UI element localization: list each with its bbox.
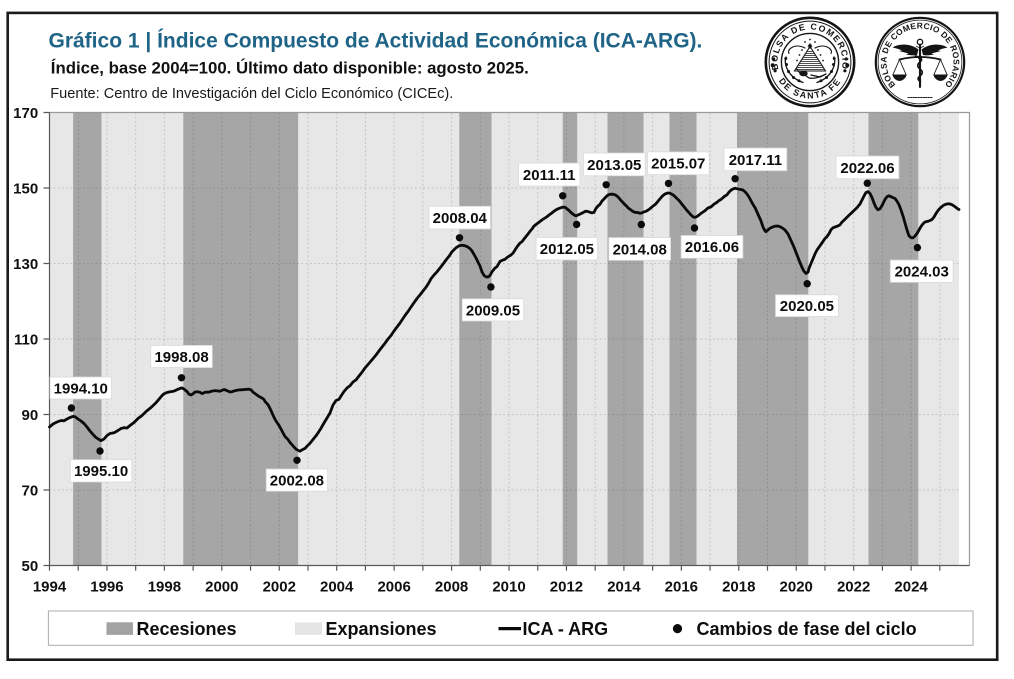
svg-text:2020.05: 2020.05 [780,298,834,315]
svg-text:2014: 2014 [607,579,641,596]
svg-text:2012: 2012 [550,579,583,596]
svg-text:2022.06: 2022.06 [840,160,894,177]
svg-text:2013.05: 2013.05 [587,157,641,174]
svg-text:2000: 2000 [205,579,238,596]
svg-text:Fuente: Centro de Investigació: Fuente: Centro de Investigación del Cicl… [50,86,453,102]
svg-text:Índice, base 2004=100. Último: Índice, base 2004=100. Último dato dispo… [51,58,529,77]
svg-text:2008: 2008 [435,579,468,596]
svg-text:110: 110 [14,331,38,348]
svg-text:2011.11: 2011.11 [523,167,576,184]
svg-text:Recesiones: Recesiones [137,619,237,639]
svg-text:50: 50 [22,558,39,575]
svg-text:Gráfico 1 | Índice Compuesto d: Gráfico 1 | Índice Compuesto de Activida… [49,30,703,53]
svg-text:Cambios de fase del ciclo: Cambios de fase del ciclo [697,619,917,639]
svg-text:1994: 1994 [33,579,67,596]
svg-text:2022: 2022 [837,579,870,596]
svg-text:2002: 2002 [263,579,296,596]
svg-text:150: 150 [13,180,38,197]
svg-text:2016.06: 2016.06 [685,239,739,256]
svg-text:ICA - ARG: ICA - ARG [523,619,609,639]
svg-text:2012.05: 2012.05 [540,241,594,258]
svg-text:2024.03: 2024.03 [895,264,949,281]
svg-text:90: 90 [22,407,39,424]
svg-text:2002.08: 2002.08 [270,473,324,490]
svg-text:2015.07: 2015.07 [651,156,705,173]
svg-text:2009.05: 2009.05 [466,302,520,319]
svg-text:2024: 2024 [894,579,928,596]
svg-text:2020: 2020 [780,579,813,596]
svg-text:1994.10: 1994.10 [54,380,108,397]
svg-text:Expansiones: Expansiones [326,619,437,639]
svg-text:170: 170 [13,105,38,122]
svg-text:2016: 2016 [665,579,698,596]
svg-text:70: 70 [22,482,39,499]
svg-text:2017.11: 2017.11 [729,152,782,169]
svg-text:1995.10: 1995.10 [74,463,128,480]
svg-text:2014.08: 2014.08 [613,241,667,258]
svg-text:2006: 2006 [377,579,410,596]
svg-text:2010: 2010 [492,579,525,596]
svg-text:2004: 2004 [320,579,354,596]
svg-text:2018: 2018 [722,579,755,596]
svg-text:1998.08: 1998.08 [154,349,208,366]
svg-text:1996: 1996 [90,579,123,596]
svg-text:130: 130 [13,256,38,273]
svg-text:1998: 1998 [148,579,181,596]
svg-text:2008.04: 2008.04 [433,210,488,227]
